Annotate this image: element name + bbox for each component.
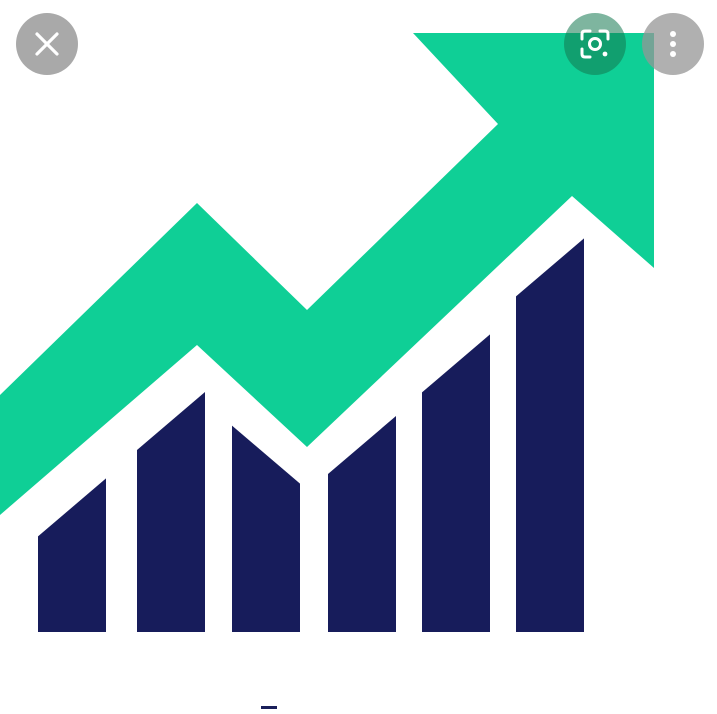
bar-4	[328, 416, 396, 632]
bar-2	[137, 392, 205, 632]
caption-dash	[261, 706, 277, 709]
google-lens-icon	[580, 29, 610, 59]
google-lens-button[interactable]	[564, 13, 626, 75]
growth-arrow	[0, 33, 654, 515]
more-vert-icon	[670, 31, 676, 57]
more-options-button[interactable]	[642, 13, 704, 75]
bars-group	[38, 238, 584, 632]
bar-3	[232, 425, 300, 632]
bar-1	[38, 478, 106, 632]
bar-5	[422, 334, 490, 632]
bar-6	[516, 238, 584, 632]
close-icon	[35, 32, 59, 56]
close-button[interactable]	[16, 13, 78, 75]
